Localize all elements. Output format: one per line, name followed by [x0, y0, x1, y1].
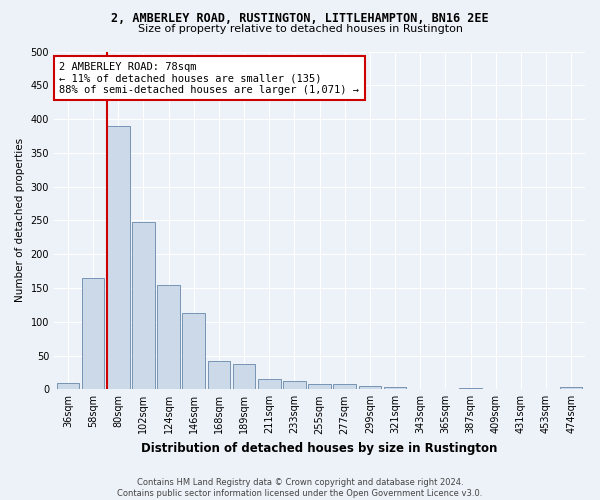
Bar: [107, 126, 130, 390]
X-axis label: Distribution of detached houses by size in Rustington: Distribution of detached houses by size …: [142, 442, 498, 455]
Text: Size of property relative to detached houses in Rustington: Size of property relative to detached ho…: [137, 24, 463, 34]
Y-axis label: Number of detached properties: Number of detached properties: [15, 138, 25, 302]
Bar: [283, 381, 305, 390]
Bar: [258, 379, 281, 390]
Text: Contains HM Land Registry data © Crown copyright and database right 2024.
Contai: Contains HM Land Registry data © Crown c…: [118, 478, 482, 498]
Bar: [82, 278, 104, 390]
Bar: [334, 384, 356, 390]
Text: 2 AMBERLEY ROAD: 78sqm
← 11% of detached houses are smaller (135)
88% of semi-de: 2 AMBERLEY ROAD: 78sqm ← 11% of detached…: [59, 62, 359, 95]
Bar: [182, 313, 205, 390]
Bar: [208, 361, 230, 390]
Bar: [157, 284, 180, 390]
Bar: [383, 388, 406, 390]
Bar: [359, 386, 381, 390]
Bar: [459, 388, 482, 390]
Bar: [308, 384, 331, 390]
Bar: [132, 222, 155, 390]
Text: 2, AMBERLEY ROAD, RUSTINGTON, LITTLEHAMPTON, BN16 2EE: 2, AMBERLEY ROAD, RUSTINGTON, LITTLEHAMP…: [111, 12, 489, 26]
Bar: [560, 388, 583, 390]
Bar: [56, 382, 79, 390]
Bar: [233, 364, 256, 390]
